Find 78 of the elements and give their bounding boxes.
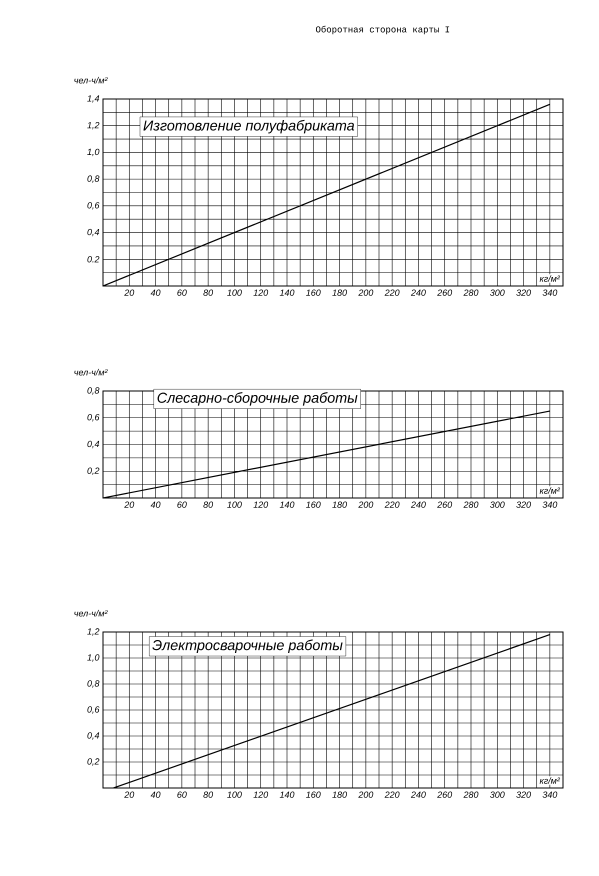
x-tick-label: 280 [463,792,478,798]
y-tick-label: 1,2 [87,628,100,636]
y-tick-label: 0,8 [87,680,100,688]
x-tick-label: 180 [332,792,347,798]
x-tick-label: 60 [177,502,187,508]
x-tick-label: 160 [306,792,321,798]
y-tick-label: 1,0 [87,148,100,156]
x-tick-label: 140 [280,792,294,798]
x-tick-label: 180 [332,290,347,296]
y-tick-label: 0,6 [87,414,100,422]
x-tick-label: 240 [410,290,426,296]
x-tick-label: 340 [542,290,558,296]
y-axis-title: чел-ч/м² [74,76,108,84]
x-tick-label: 140 [280,290,294,296]
x-tick-label: 20 [124,502,134,508]
x-tick-label: 80 [203,502,214,508]
x-tick-label: 120 [253,792,268,798]
x-tick-label: 320 [516,792,531,798]
x-tick-label: 200 [358,290,374,296]
x-tick-label: 120 [253,290,268,296]
y-tick-label: 0,4 [87,440,100,448]
x-tick-label: 100 [227,502,242,508]
y-tick-label: 0,4 [87,732,100,740]
x-axis-title: кг/м² [540,487,560,494]
y-tick-label: 1,4 [87,95,100,103]
chart-title: Электросварочные работы [152,640,343,654]
x-tick-label: 260 [437,502,452,508]
x-tick-label: 240 [410,792,426,798]
x-tick-label: 260 [437,290,452,296]
x-tick-label: 220 [384,502,400,508]
x-tick-label: 20 [124,792,134,798]
x-tick-label: 80 [203,792,214,798]
y-tick-label: 1,2 [87,122,100,130]
x-tick-label: 320 [516,502,531,508]
x-tick-label: 140 [280,502,294,508]
x-tick-label: 320 [516,290,531,296]
x-tick-label: 220 [384,792,400,798]
x-tick-label: 220 [384,290,400,296]
x-tick-label: 40 [150,502,160,508]
y-tick-label: 0,6 [87,202,100,210]
x-tick-label: 60 [177,290,187,296]
y-tick-label: 0.2 [87,256,100,262]
y-tick-label: 0,6 [87,706,100,714]
x-tick-label: 120 [253,502,268,508]
x-tick-label: 40 [150,290,160,296]
y-tick-label: 0,8 [87,387,100,395]
x-tick-label: 100 [227,792,242,798]
text: Оборотная сторона карты I [316,26,450,34]
x-tick-label: 20 [124,290,134,296]
chart-title: Слесарно-сборочные работы [158,392,358,406]
y-tick-label: 1,0 [87,654,100,662]
text: Изготовление полуфабриката [143,120,354,134]
x-tick-label: 300 [490,792,505,798]
x-tick-label: 200 [358,502,374,508]
x-tick-label: 280 [463,502,478,508]
y-tick-label: 0,2 [87,468,100,475]
x-tick-label: 340 [542,502,558,508]
x-tick-label: 200 [358,792,374,798]
y-tick-label: 0,4 [87,228,100,236]
x-tick-label: 280 [463,290,478,296]
x-tick-label: 300 [490,502,505,508]
x-tick-label: 300 [490,290,505,296]
y-tick-label: 0,8 [87,175,100,183]
x-tick-label: 260 [437,792,452,798]
x-tick-label: 160 [306,502,321,508]
x-tick-label: 100 [227,290,242,296]
y-axis-title: чел-ч/м² [74,610,108,617]
y-axis-title: чел-ч/м² [74,368,108,376]
x-axis-title: кг/м² [540,275,560,282]
x-tick-label: 340 [542,792,558,798]
y-tick-label: 0,2 [87,758,100,766]
x-tick-label: 180 [332,502,347,508]
x-tick-label: 40 [150,792,160,798]
x-axis-title: кг/м² [540,777,560,784]
x-tick-label: 60 [177,792,187,798]
x-tick-label: 80 [203,290,214,296]
x-tick-label: 160 [306,290,321,296]
x-tick-label: 240 [410,502,426,508]
